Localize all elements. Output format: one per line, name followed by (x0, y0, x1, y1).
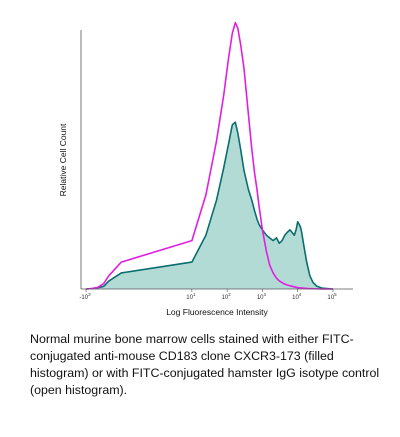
x-tick-label: 101 (186, 292, 196, 301)
x-tick-label: -103 (79, 292, 91, 301)
y-axis-label: Relative Cell Count (58, 123, 68, 196)
filled-histogram-line (85, 121, 334, 290)
x-tick-label: 104 (292, 292, 302, 301)
figure-caption: Normal murine bone marrow cells stained … (30, 332, 380, 397)
histogram-chart: -103 101 102 103 104 105 Log Fluorescence Int… (58, 21, 353, 317)
x-tick-label: 103 (257, 292, 267, 301)
x-tick-layer: -103 101 102 103 104 105 (79, 289, 337, 301)
x-axis-label: Log Fluorescence Intensity (166, 307, 268, 317)
x-tick-label: 102 (222, 292, 232, 301)
series-layer (85, 21, 334, 290)
x-tick-label: 105 (327, 292, 337, 301)
filled-histogram-area (86, 122, 333, 289)
open-histogram-line (85, 21, 333, 290)
